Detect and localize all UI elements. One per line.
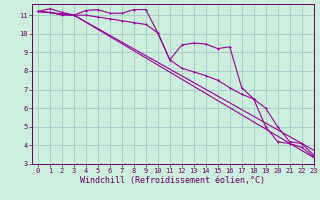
X-axis label: Windchill (Refroidissement éolien,°C): Windchill (Refroidissement éolien,°C): [80, 176, 265, 185]
